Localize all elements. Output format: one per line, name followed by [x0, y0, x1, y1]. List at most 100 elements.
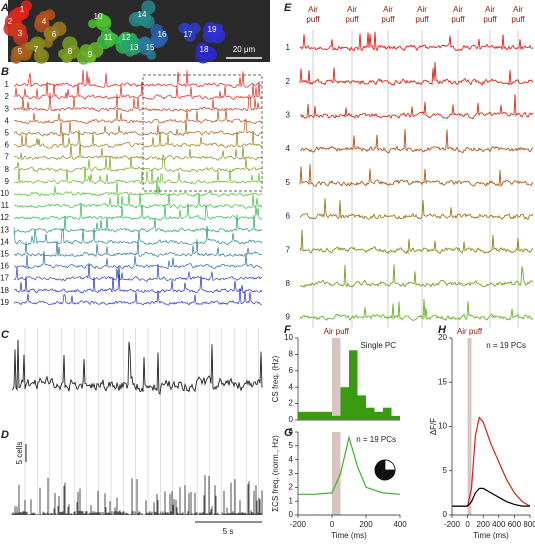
panel-label: B — [1, 66, 9, 78]
trace — [13, 239, 263, 258]
cell-blob — [197, 44, 211, 58]
scale-label: 20 μm — [233, 45, 256, 54]
cell-blob — [35, 14, 47, 26]
trace — [13, 251, 263, 270]
row-label: 6 — [286, 212, 291, 221]
scale-label: 5 s — [223, 527, 234, 536]
puff-label: Air — [383, 5, 393, 14]
row-label: 14 — [0, 237, 9, 246]
cell-blob — [181, 23, 192, 34]
cell-label: 19 — [208, 25, 217, 34]
row-label: 1 — [286, 43, 291, 52]
y-axis-label: ΔF/F — [429, 418, 438, 435]
trace — [13, 262, 263, 282]
cell-label: 18 — [200, 45, 209, 54]
annotation: Air puff — [324, 327, 350, 336]
row-label: 5 — [5, 129, 10, 138]
line — [298, 435, 401, 495]
trace — [13, 202, 263, 221]
trace — [13, 154, 263, 173]
puff-label: puff — [483, 15, 497, 24]
y-tick-label: 5 — [443, 466, 448, 475]
cell-label: 2 — [8, 17, 13, 26]
puff-label: puff — [451, 15, 465, 24]
cell-blob — [7, 24, 21, 37]
chart-title: Single PC — [360, 341, 396, 350]
cell-label: 8 — [68, 47, 73, 56]
row-label: 13 — [0, 225, 9, 234]
cell-blob — [24, 41, 34, 51]
y-tick-label: 0 — [289, 415, 294, 424]
trace — [13, 129, 263, 149]
cell-label: 3 — [18, 29, 23, 38]
row-label: 15 — [0, 250, 9, 259]
cell-blob — [98, 15, 111, 27]
y-axis-label: CS freq. (Hz) — [271, 355, 280, 402]
trace — [13, 214, 263, 233]
panel-label: A — [0, 2, 9, 14]
row-label: 8 — [286, 279, 291, 288]
y-tick-label: 8 — [289, 350, 294, 359]
row-label: 3 — [286, 111, 291, 120]
row-label: 18 — [0, 286, 9, 295]
row-label: 10 — [0, 189, 9, 198]
row-label: 9 — [5, 177, 10, 186]
y-tick-label: 1 — [289, 496, 294, 505]
x-axis-label: Time (ms) — [331, 531, 367, 540]
trace — [13, 107, 263, 125]
x-tick-label: 0 — [330, 520, 335, 529]
stimulus-band — [332, 338, 341, 420]
bar — [332, 415, 341, 420]
y-tick-label: 10 — [284, 333, 293, 342]
trace — [299, 94, 534, 120]
stimulus-band — [332, 432, 341, 515]
row-label: 7 — [5, 153, 10, 162]
cell-blob — [20, 0, 32, 12]
row-label: 17 — [0, 274, 9, 283]
cell-blob — [52, 21, 67, 37]
panel-label: D — [1, 429, 9, 441]
puff-label: puff — [415, 15, 429, 24]
row-label: 4 — [286, 144, 291, 153]
cell-label: 13 — [130, 43, 139, 52]
cell-label: 17 — [184, 30, 193, 39]
row-label: 4 — [5, 116, 10, 125]
trace — [13, 192, 263, 210]
cell-blob — [36, 49, 47, 60]
row-label: 5 — [286, 178, 291, 187]
x-tick-label: 200 — [359, 520, 373, 529]
bar — [306, 411, 315, 420]
x-tick-label: -200 — [290, 520, 307, 529]
puff-label: Air — [308, 5, 318, 14]
cell-blob — [43, 38, 53, 48]
puff-label: Air — [417, 5, 427, 14]
row-label: 2 — [286, 77, 291, 86]
trace — [13, 92, 263, 113]
trace — [11, 339, 263, 395]
y-tick-label: 0 — [289, 510, 294, 519]
row-label: 7 — [286, 245, 291, 254]
puff-label: Air — [347, 5, 357, 14]
cell-blob — [138, 39, 155, 56]
y-axis-label: ΣCS freq. (norm., Hz) — [271, 435, 280, 512]
trace — [13, 288, 263, 306]
x-tick-label: 0 — [465, 520, 470, 529]
trace — [299, 164, 534, 188]
row-label: 1 — [5, 80, 10, 89]
y-tick-label: 3 — [289, 469, 294, 478]
cell-blob — [76, 51, 91, 65]
y-tick-label: 4 — [289, 455, 294, 464]
trace — [299, 198, 534, 221]
cell-label: 4 — [42, 17, 47, 26]
cell-blob — [88, 19, 98, 29]
trace — [13, 118, 263, 137]
row-label: 8 — [5, 165, 10, 174]
event-counts — [11, 475, 263, 515]
panel-label: G — [284, 427, 293, 439]
trace — [299, 128, 534, 154]
trace — [299, 31, 534, 52]
puff-label: Air — [453, 5, 463, 14]
pie-slice — [384, 459, 396, 471]
x-tick-label: 600 — [508, 520, 522, 529]
